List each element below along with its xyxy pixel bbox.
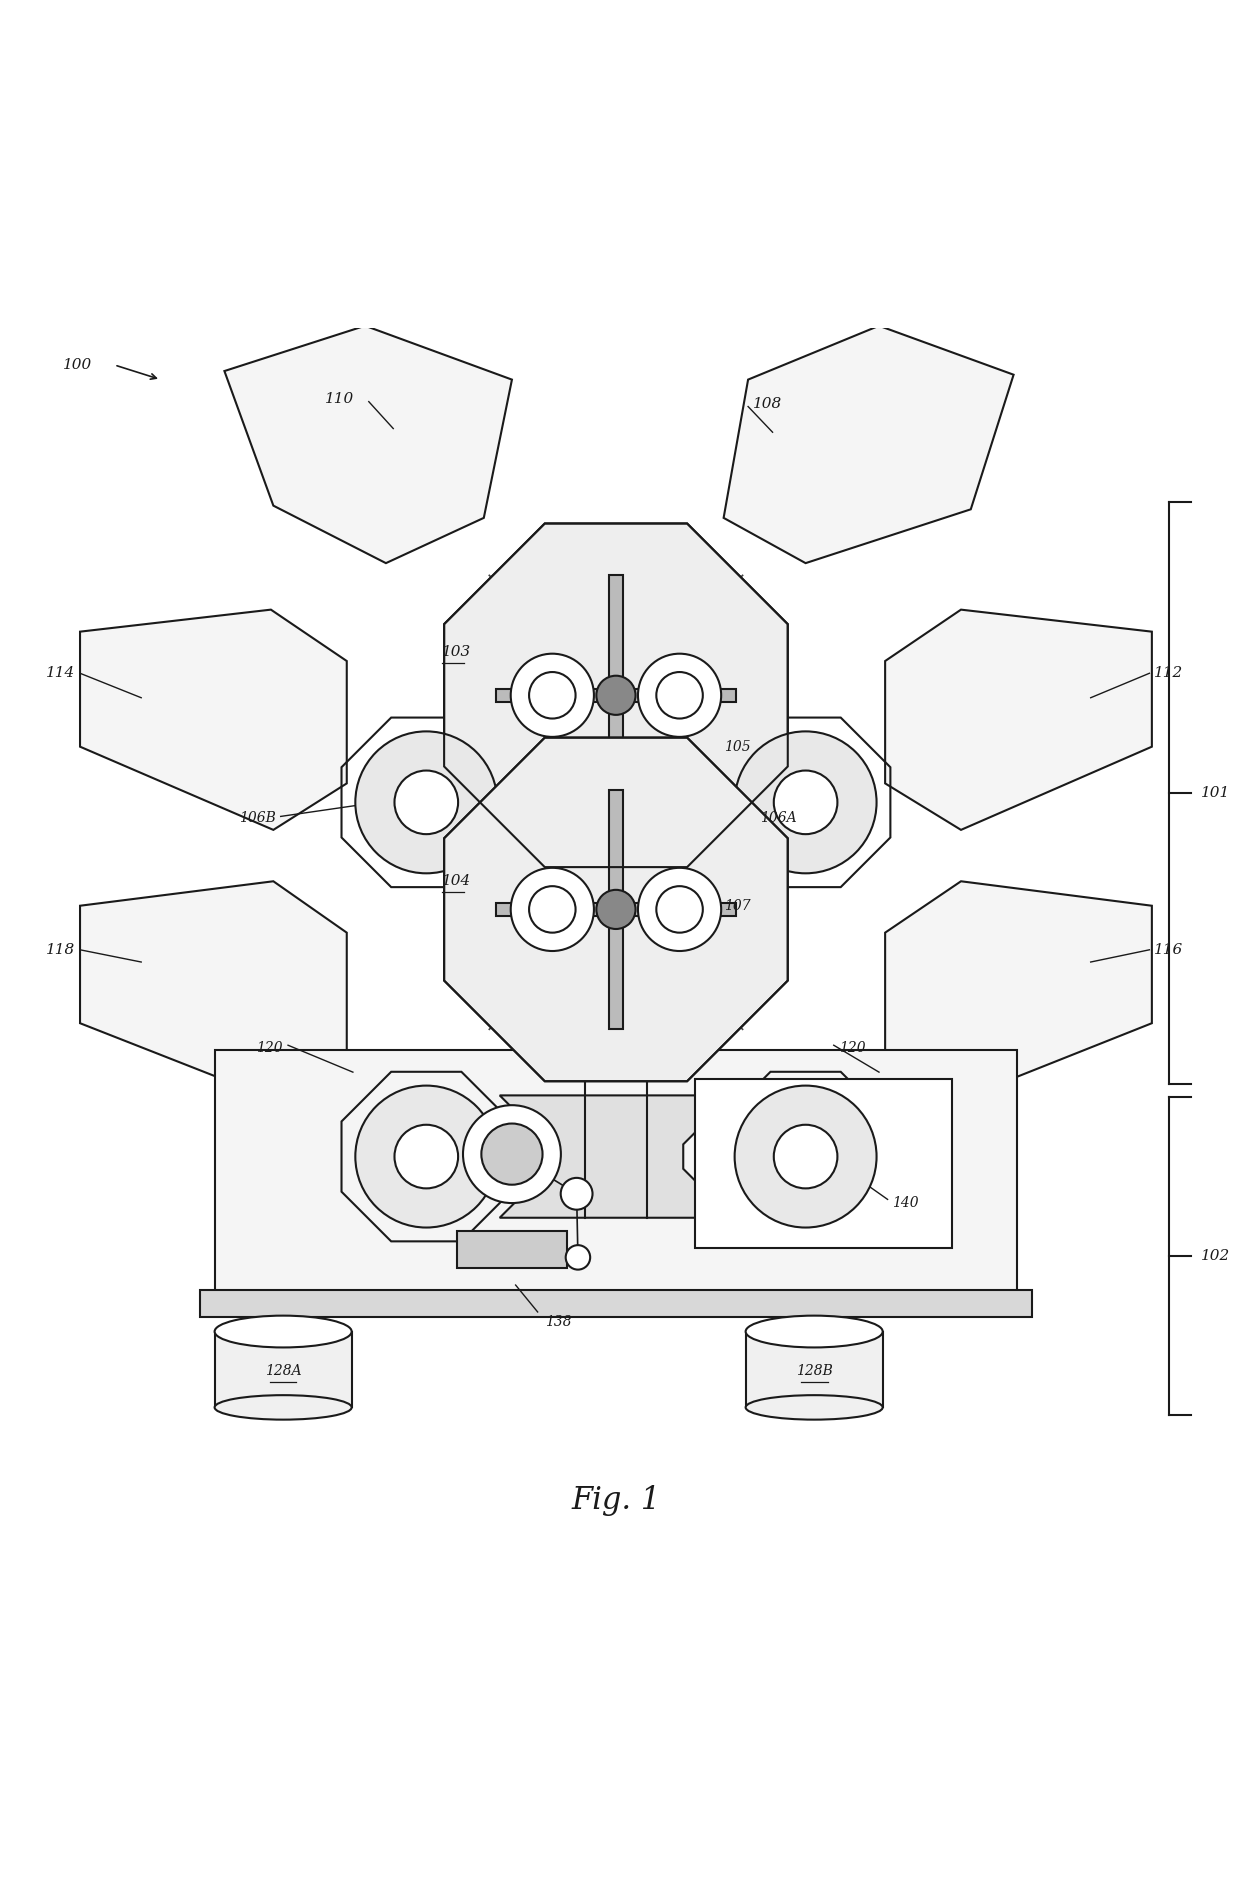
Circle shape [511,654,594,737]
Text: 140: 140 [893,1196,919,1211]
Polygon shape [724,325,1013,564]
Circle shape [637,869,722,951]
Bar [215,1051,1017,1295]
Circle shape [734,1085,877,1228]
Circle shape [481,1124,543,1184]
Polygon shape [444,737,787,1081]
Circle shape [565,1245,590,1269]
Bar [745,1331,883,1408]
Text: 102: 102 [1200,1248,1230,1263]
Circle shape [656,671,703,718]
Text: 116: 116 [1154,942,1183,957]
Ellipse shape [215,1316,352,1348]
Text: 108: 108 [753,397,782,412]
Text: 128B: 128B [796,1363,832,1378]
Text: 128A: 128A [265,1363,301,1378]
Circle shape [560,1179,593,1209]
Text: 138: 138 [544,1314,572,1329]
Text: 110: 110 [325,393,353,406]
Bar [609,790,622,1030]
Circle shape [774,771,837,835]
Bar [200,1290,1032,1316]
Circle shape [529,885,575,932]
Circle shape [656,885,703,932]
Text: 101: 101 [1200,786,1230,801]
Circle shape [475,769,756,1051]
Circle shape [463,1105,560,1203]
Ellipse shape [745,1316,883,1348]
Circle shape [356,731,497,874]
Circle shape [394,1124,458,1188]
Ellipse shape [745,1395,883,1419]
Circle shape [394,771,458,835]
Bar [609,575,622,816]
Text: 105: 105 [724,739,750,754]
Circle shape [356,1085,497,1228]
Circle shape [637,654,722,737]
Text: Fig. 1: Fig. 1 [572,1485,661,1515]
Polygon shape [500,724,732,882]
Text: 104: 104 [443,874,471,887]
Text: 100: 100 [63,357,92,372]
Text: 114: 114 [46,666,76,681]
Text: 112: 112 [1154,666,1183,681]
Text: 107: 107 [724,899,750,914]
Circle shape [774,1124,837,1188]
Polygon shape [885,882,1152,1100]
Bar [215,1331,352,1408]
Text: 120: 120 [257,1042,283,1055]
Polygon shape [444,523,787,867]
Polygon shape [500,1096,732,1218]
Text: 106A: 106A [760,810,797,825]
Polygon shape [81,882,347,1100]
Ellipse shape [215,1395,352,1419]
Circle shape [475,555,756,837]
Circle shape [511,869,594,951]
Circle shape [596,889,636,929]
Text: 106B: 106B [239,810,275,825]
Bar [496,902,735,916]
Polygon shape [81,609,347,829]
Bar [456,1231,567,1267]
Bar [496,688,735,701]
Text: 120: 120 [838,1042,866,1055]
Bar [696,1079,952,1248]
Polygon shape [885,609,1152,829]
Circle shape [596,675,636,714]
Text: 103: 103 [443,645,471,660]
Circle shape [734,731,877,874]
Text: 118: 118 [46,942,76,957]
Polygon shape [224,325,512,564]
Circle shape [529,671,575,718]
